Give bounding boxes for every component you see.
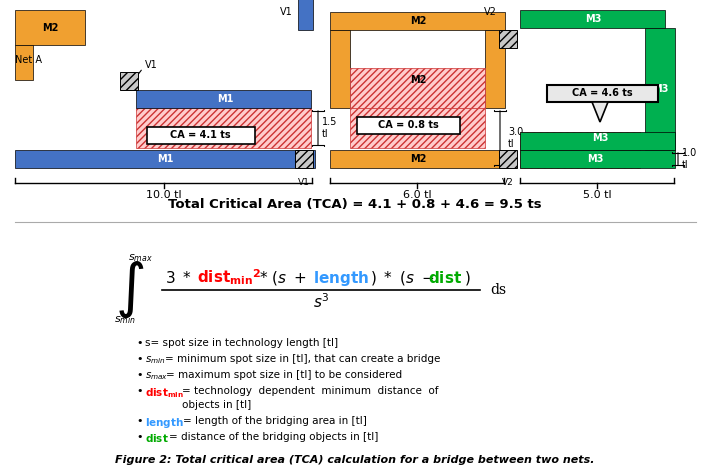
Bar [520, 132, 675, 150]
Text: •: • [137, 432, 143, 442]
Text: M2: M2 [410, 75, 426, 85]
Text: V1: V1 [145, 60, 158, 70]
Text: s= spot size in technology length [tl]: s= spot size in technology length [tl] [145, 338, 338, 348]
Text: V1: V1 [279, 7, 292, 17]
Bar [645, 28, 675, 150]
Text: M2: M2 [410, 16, 426, 26]
Text: $s^3$: $s^3$ [313, 293, 329, 311]
FancyBboxPatch shape [356, 116, 459, 134]
Bar [499, 30, 517, 48]
Bar [350, 68, 485, 108]
Bar [330, 150, 505, 168]
Bar [330, 12, 505, 30]
Text: $\mathbf{length}$: $\mathbf{length}$ [145, 416, 184, 430]
Text: V2: V2 [502, 178, 514, 187]
Text: M3: M3 [592, 133, 608, 143]
Text: Net A: Net A [15, 55, 42, 65]
Bar [120, 72, 138, 90]
Bar [499, 150, 517, 168]
Text: M2: M2 [410, 154, 426, 164]
FancyBboxPatch shape [146, 127, 255, 144]
Text: V1: V1 [298, 178, 310, 187]
Bar [520, 132, 640, 150]
Text: $)$: $)$ [464, 269, 471, 287]
Text: 6.0 tl: 6.0 tl [402, 190, 432, 200]
Text: •: • [137, 370, 143, 380]
Text: 1.5
tl: 1.5 tl [322, 117, 338, 139]
Text: M3: M3 [585, 14, 602, 24]
Text: M2: M2 [42, 23, 58, 33]
Bar [136, 108, 311, 148]
Bar [15, 10, 85, 45]
Bar [350, 108, 485, 148]
Text: 5.0 tl: 5.0 tl [583, 190, 611, 200]
Text: $\mathbf{2}$: $\mathbf{2}$ [252, 267, 261, 279]
Bar [298, 0, 313, 30]
Text: $\mathbf{dist}$: $\mathbf{dist}$ [428, 270, 462, 286]
Text: Figure 2: Total critical area (TCA) calculation for a bridge between two nets.: Figure 2: Total critical area (TCA) calc… [115, 455, 594, 465]
Text: $*\ (s\ +$: $*\ (s\ +$ [259, 269, 306, 287]
Text: M1: M1 [157, 154, 173, 164]
Text: •: • [137, 416, 143, 426]
Bar [15, 45, 33, 80]
Text: 10.0 tl: 10.0 tl [146, 190, 181, 200]
Bar [520, 150, 640, 168]
Bar [15, 150, 315, 168]
Text: $s_{min}$: $s_{min}$ [145, 354, 166, 366]
Text: $\int$: $\int$ [115, 260, 144, 320]
Text: 1.0
tl: 1.0 tl [682, 148, 697, 170]
Bar [520, 10, 665, 28]
Text: $\mathbf{dist_{min}}$: $\mathbf{dist_{min}}$ [145, 386, 184, 400]
Text: objects in [tl]: objects in [tl] [182, 400, 251, 410]
Text: $\mathbf{length}$: $\mathbf{length}$ [313, 268, 369, 287]
Text: •: • [137, 338, 143, 348]
Text: CA = 4.1 ts: CA = 4.1 ts [170, 130, 230, 140]
Text: $\mathbf{dist_{min}}$: $\mathbf{dist_{min}}$ [197, 269, 253, 287]
Text: $s_{max}$: $s_{max}$ [145, 370, 169, 382]
Text: Net B: Net B [15, 153, 42, 163]
Text: $\mathbf{dist}$: $\mathbf{dist}$ [145, 432, 169, 444]
Polygon shape [592, 102, 608, 122]
Text: ds: ds [490, 283, 506, 297]
Text: = length of the bridging area in [tl]: = length of the bridging area in [tl] [183, 416, 367, 426]
Bar [295, 150, 313, 168]
Text: 3.0
tl: 3.0 tl [508, 127, 523, 149]
Bar [330, 30, 350, 108]
Bar [520, 150, 675, 168]
Text: M3: M3 [587, 154, 603, 164]
Text: = technology  dependent  minimum  distance  of: = technology dependent minimum distance … [182, 386, 439, 396]
Text: $s_{min}$: $s_{min}$ [114, 314, 136, 326]
FancyBboxPatch shape [547, 84, 658, 101]
Text: = maximum spot size in [tl] to be considered: = maximum spot size in [tl] to be consid… [166, 370, 402, 380]
Text: V2: V2 [483, 7, 496, 17]
Text: = minimum spot size in [tl], that can create a bridge: = minimum spot size in [tl], that can cr… [165, 354, 440, 364]
Text: CA = 0.8 ts: CA = 0.8 ts [378, 120, 439, 130]
Text: $s_{max}$: $s_{max}$ [127, 252, 152, 264]
Text: •: • [137, 354, 143, 364]
Text: = distance of the bridging objects in [tl]: = distance of the bridging objects in [t… [169, 432, 378, 442]
Text: Total Critical Area (TCA) = 4.1 + 0.8 + 4.6 = 9.5 ts: Total Critical Area (TCA) = 4.1 + 0.8 + … [169, 197, 542, 211]
Text: M1: M1 [217, 94, 233, 104]
Bar [136, 90, 311, 108]
Text: •: • [137, 386, 143, 396]
Text: CA = 4.6 ts: CA = 4.6 ts [572, 88, 632, 98]
Text: $3\ *$: $3\ *$ [165, 270, 192, 286]
Bar [485, 30, 505, 108]
Text: M3: M3 [652, 84, 668, 94]
Text: $)\ *\ (s\ -$: $)\ *\ (s\ -$ [370, 269, 434, 287]
